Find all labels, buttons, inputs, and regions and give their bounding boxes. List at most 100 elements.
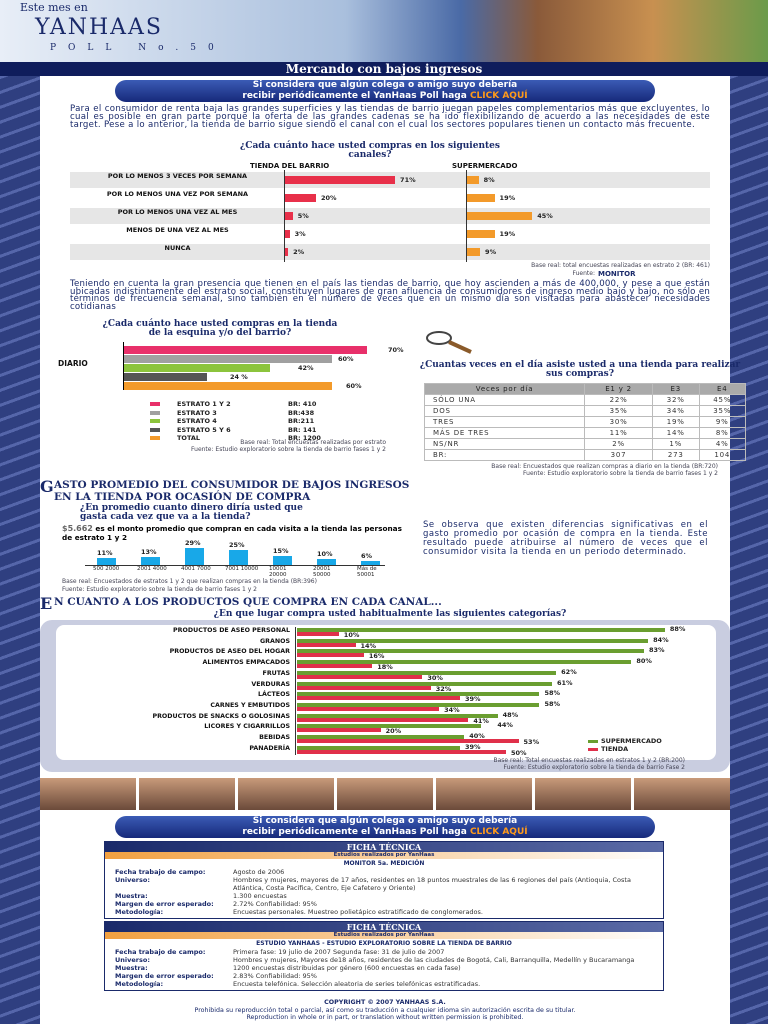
legend-label: ESTRATO 5 Y 6 [177, 425, 231, 434]
sheet-value: 2.83% Confiabilidad: 95% [233, 972, 317, 980]
chart4-category: GRANOS [259, 637, 290, 645]
chart4-category: VERDURAS [251, 680, 290, 688]
chart4-bar-tienda [297, 739, 519, 743]
table-cell: 19% [652, 416, 700, 428]
chart4-bar-super [297, 628, 665, 632]
chart3-bar [97, 558, 116, 565]
chart2-title: ¿Cada cuánto hace usted compras en la ti… [102, 319, 338, 338]
chart4-category: BEBIDAS [259, 734, 290, 741]
chart4-value-tienda: 50% [511, 748, 527, 757]
chart2-bar [124, 364, 270, 372]
chart1-bar-super [467, 176, 479, 184]
chart1-row-bg [70, 190, 710, 206]
photo [40, 778, 136, 810]
chart2-value: 60% [346, 382, 362, 390]
chart3-bar [317, 559, 336, 565]
chart1-value-tienda: 5% [297, 212, 309, 220]
legend-swatch [150, 427, 160, 432]
chart4-legend-label: TIENDA [601, 745, 629, 753]
chart3-category: 7001 10000 [225, 566, 259, 572]
subscribe-banner-bottom[interactable]: Si considera que algún colega o amigo su… [115, 816, 655, 838]
chart3-category: 4001 7000 [181, 566, 211, 572]
chart4-value-super: 80% [636, 657, 652, 666]
sheet-value: Hombres y mujeres, Mayores de18 años, re… [233, 956, 635, 964]
photo [535, 778, 631, 810]
subtitle-text: es el monto promedio que compran en cada… [62, 524, 402, 542]
table-cell: DOS [423, 405, 586, 417]
chart4-value-super: 44% [497, 721, 513, 730]
second-paragraph: Teniendo en cuenta la gran presencia que… [70, 279, 710, 312]
chart3-value: 10% [317, 550, 333, 558]
chart1-axis1 [284, 170, 285, 262]
chart1-value-super: 19% [499, 230, 516, 238]
legend-swatch [150, 436, 160, 440]
banner-line2: recibir periódicamente el YanHaas Poll h… [242, 826, 467, 837]
chart4-bar-super [297, 735, 465, 739]
chart4-value-tienda: 30% [427, 673, 443, 682]
chart4-bar-tienda [297, 664, 373, 669]
chart4-value-super: 61% [556, 678, 573, 687]
chart4-legend-label: SUPERMERCADO [601, 737, 662, 745]
sheet-key: Margen de error esperado: [115, 972, 214, 980]
chart4-bar-super [297, 649, 644, 654]
chart4-bar-super [297, 692, 540, 697]
sheet-row: Metodología: Encuesta telefónica. Selecci… [105, 980, 663, 988]
chart1-value-tienda: 2% [293, 248, 305, 256]
source: Fuente: Estudio exploratorio sobre la ti… [62, 585, 257, 593]
logo-top: Este mes en [20, 1, 88, 14]
technical-sheet-2: FICHA TÉCNICA Estudios realizados por Yan… [104, 921, 664, 991]
sheet-key: Muestra: [115, 964, 148, 972]
heading-line1: ASTO PROMEDIO DEL CONSUMIDOR DE BAJOS IN… [54, 479, 410, 491]
banner-line1: Si considera que algún colega o amigo su… [252, 816, 518, 826]
chart4-bar-tienda [297, 685, 431, 690]
chart4-bar-tienda [297, 674, 423, 679]
sheet-row: Margen de error esperado: 2.72% Confiabil… [105, 900, 663, 908]
table-cell: 14% [652, 427, 700, 439]
chart4-bar-tienda [297, 749, 506, 754]
chart4-legend-swatch [588, 740, 598, 743]
chart4-bar-tienda [297, 728, 381, 733]
chart4-category: LICORES Y CIGARRILLOS [204, 723, 290, 731]
sheet-sub: Estudios realizados por YanHaas [105, 852, 663, 859]
chart3-value: 6% [361, 552, 373, 561]
chart1-series2-name: SUPERMERCADO [452, 162, 518, 170]
table-header: Veces por día [423, 383, 586, 395]
chart1-bar-tienda [285, 176, 396, 184]
chart2-value: 70% [388, 346, 404, 354]
chart4-bar-super [297, 660, 632, 665]
chart4-bar-super [297, 713, 498, 718]
chart1-bar-tienda [285, 248, 289, 256]
table-cell: 35% [698, 405, 746, 417]
legend-br: BR:211 [288, 417, 315, 425]
sheet-value: Encuestas personales. Muestreo polietápi… [233, 908, 483, 916]
chart4-bar-tienda [297, 696, 461, 701]
chart4-value-super: 48% [502, 710, 519, 719]
table-cell: 9% [698, 416, 746, 428]
table-row: SÓLO UNA 22% 32% 45% [423, 394, 746, 406]
legend-label: ESTRATO 4 [177, 417, 217, 425]
table-row: MÁS DE TRES 11% 14% 8% [423, 427, 746, 439]
table-header: E4 [698, 383, 746, 395]
subscribe-banner[interactable]: Si considera que algún colega o amigo su… [115, 80, 655, 102]
chart4-category: PRODUCTOS DE ASEO DEL HOGAR [169, 648, 290, 656]
sheet-key: Universo: [115, 876, 150, 884]
chart4-value-super: 58% [544, 699, 560, 708]
chart3-value: 11% [97, 549, 113, 558]
click-here-link[interactable]: CLICK AQUÍ [469, 826, 528, 837]
chart3-value: 25% [229, 541, 245, 549]
chart4-category: CARNES Y EMBUTIDOS [210, 701, 290, 709]
sheet-key: Metodología: [115, 980, 164, 988]
chart4-value-super: 40% [469, 732, 485, 740]
chart3-axis [85, 565, 385, 566]
sheet-row: Muestra: 1.300 encuestas [105, 892, 663, 900]
table-row: BR: 307 273 104 [423, 449, 746, 461]
chart4-value-tienda: 53% [523, 738, 540, 746]
table-cell: 8% [698, 427, 746, 439]
chart2-value: 42% [298, 364, 314, 372]
sheet-row: Fecha trabajo de campo: Primera fase: 19 … [105, 948, 663, 956]
click-here-link[interactable]: CLICK AQUÍ [469, 90, 528, 101]
chart2-value: 24 % [230, 373, 248, 381]
chart4-value-tienda: 14% [360, 641, 377, 650]
table-cell: 1% [652, 438, 700, 450]
chart1-footnote: Base real: total encuestas realizadas en… [531, 262, 710, 269]
